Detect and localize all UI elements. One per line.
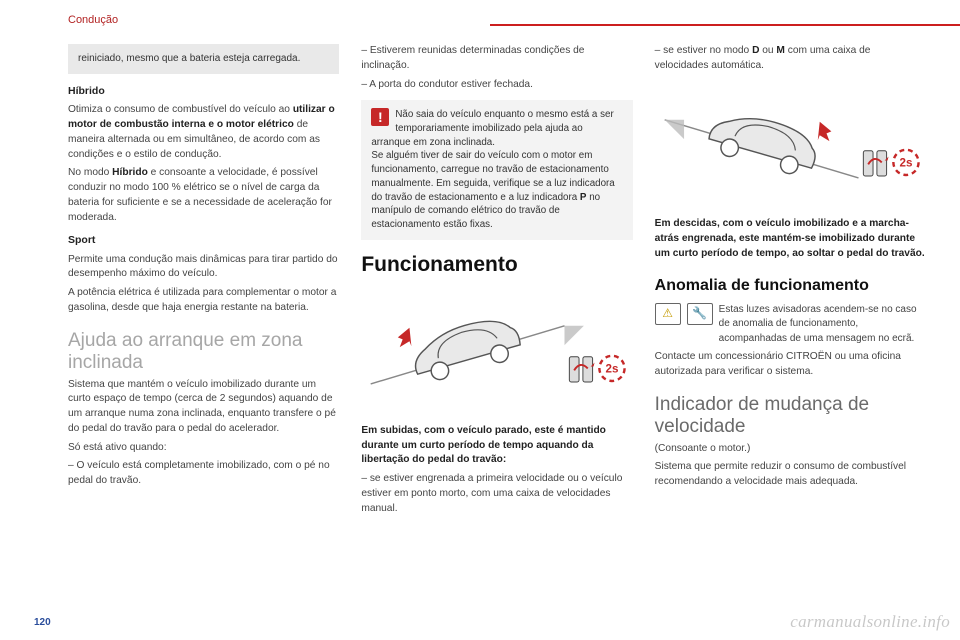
paragraph: Sistema que permite reduzir o consumo de… bbox=[655, 460, 926, 490]
heading-hibrido: Híbrido bbox=[68, 84, 339, 99]
text-bold: M bbox=[776, 45, 785, 56]
text: No modo bbox=[68, 167, 112, 178]
text: – se estiver no modo bbox=[655, 45, 752, 56]
svg-text:2s: 2s bbox=[899, 156, 912, 169]
warning-icon: ! bbox=[371, 108, 389, 126]
heading-anomalia: Anomalia de funcionamento bbox=[655, 274, 926, 297]
text-bold: Em descidas, com o veículo imobilizado e… bbox=[655, 218, 925, 259]
wrench-icon: 🔧 bbox=[687, 303, 713, 325]
heading-funcionamento: Funcionamento bbox=[361, 250, 632, 280]
heading-sport: Sport bbox=[68, 233, 339, 248]
paragraph: Sistema que mantém o veículo imobilizado… bbox=[68, 378, 339, 437]
list-item: – O veículo está completamente imobiliza… bbox=[68, 459, 339, 489]
text-bold: Em subidas, com o veículo parado, este é… bbox=[361, 425, 606, 466]
list-item: – se estiver engrenada a primeira veloci… bbox=[361, 472, 632, 516]
text: ou bbox=[759, 45, 776, 56]
warning-lights-row: ⚠ 🔧 Estas luzes avisadoras acendem-se no… bbox=[655, 303, 926, 347]
heading-indicador: Indicador de mudança de velocidade bbox=[655, 394, 926, 438]
text: Estas luzes avisadoras acendem-se no cas… bbox=[719, 303, 926, 347]
paragraph: Só está ativo quando: bbox=[68, 441, 339, 456]
column-2: – Estiverem reunidas determinadas condiç… bbox=[361, 44, 632, 614]
text: Otimiza o consumo de combustível do veíc… bbox=[68, 104, 293, 115]
paragraph: (Consoante o motor.) bbox=[655, 442, 926, 457]
heading-ajuda: Ajuda ao arranque em zona inclinada bbox=[68, 330, 339, 374]
caption-bold: Em subidas, com o veículo parado, este é… bbox=[361, 424, 632, 468]
section-header: Condução bbox=[68, 14, 118, 26]
illustration-uphill: 2s bbox=[361, 290, 632, 410]
warning-box: ! Não saia do veículo enquanto o mesmo e… bbox=[361, 100, 632, 239]
page-number: 120 bbox=[34, 617, 51, 628]
list-item: – A porta do condutor estiver fechada. bbox=[361, 78, 632, 93]
paragraph: Otimiza o consumo de combustível do veíc… bbox=[68, 103, 339, 162]
paragraph: Contacte um concessionário CITROËN ou um… bbox=[655, 350, 926, 380]
svg-text:2s: 2s bbox=[606, 362, 619, 375]
paragraph: No modo Híbrido e consoante a velocidade… bbox=[68, 166, 339, 225]
manual-page: Condução reiniciado, mesmo que a bateria… bbox=[0, 0, 960, 640]
paragraph: Permite uma condução mais dinâmicas para… bbox=[68, 253, 339, 283]
column-1: reiniciado, mesmo que a bateria esteja c… bbox=[68, 44, 339, 614]
gray-note-box: reiniciado, mesmo que a bateria esteja c… bbox=[68, 44, 339, 74]
caption-bold: Em descidas, com o veículo imobilizado e… bbox=[655, 217, 926, 261]
text: Se alguém tiver de sair do veículo com o… bbox=[371, 150, 614, 202]
warning-light-icon: ⚠ bbox=[655, 303, 681, 325]
text-bold: Híbrido bbox=[112, 167, 148, 178]
list-item: – Estiverem reunidas determinadas condiç… bbox=[361, 44, 632, 74]
column-3: – se estiver no modo D ou M com uma caix… bbox=[655, 44, 926, 614]
header-red-bar bbox=[490, 24, 960, 26]
illustration-downhill: 2s bbox=[655, 84, 926, 204]
paragraph: A potência elétrica é utilizada para com… bbox=[68, 286, 339, 316]
list-item: – se estiver no modo D ou M com uma caix… bbox=[655, 44, 926, 74]
watermark: carmanualsonline.info bbox=[790, 612, 950, 632]
text: Não saia do veículo enquanto o mesmo est… bbox=[371, 109, 613, 147]
columns: reiniciado, mesmo que a bateria esteja c… bbox=[68, 44, 926, 614]
